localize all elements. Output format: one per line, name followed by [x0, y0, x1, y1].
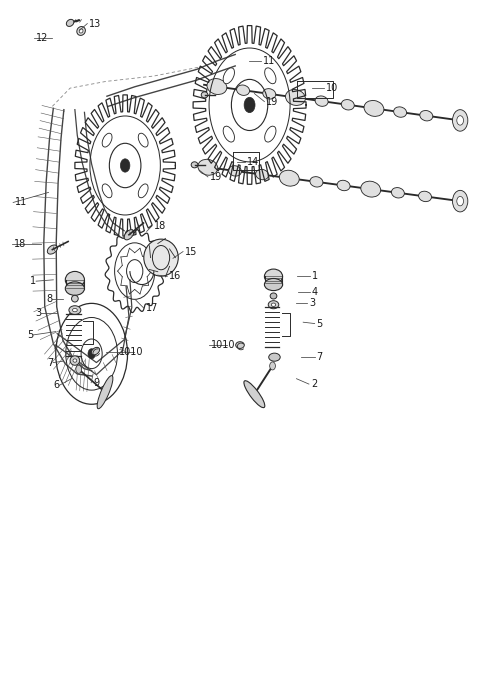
Ellipse shape [270, 293, 277, 299]
Text: 5: 5 [317, 319, 323, 328]
Text: 11: 11 [263, 56, 275, 66]
Ellipse shape [65, 272, 84, 288]
Ellipse shape [341, 100, 354, 110]
Circle shape [76, 365, 82, 373]
Ellipse shape [279, 171, 299, 186]
Circle shape [453, 190, 468, 212]
Ellipse shape [207, 79, 227, 94]
Ellipse shape [264, 126, 276, 142]
Ellipse shape [102, 133, 112, 147]
Text: 5: 5 [27, 330, 33, 340]
Ellipse shape [66, 20, 74, 26]
Ellipse shape [48, 245, 58, 254]
FancyArrowPatch shape [74, 20, 79, 22]
Text: 17: 17 [146, 303, 158, 313]
Text: 15: 15 [185, 247, 197, 257]
Ellipse shape [264, 278, 283, 290]
Ellipse shape [419, 191, 432, 202]
Circle shape [453, 110, 468, 131]
Text: 4: 4 [312, 287, 318, 297]
Ellipse shape [201, 92, 208, 98]
Text: 3: 3 [310, 299, 315, 309]
Text: 1: 1 [30, 276, 36, 286]
Text: 3: 3 [35, 308, 41, 317]
Ellipse shape [144, 239, 178, 276]
Circle shape [244, 97, 255, 113]
Text: 12: 12 [36, 32, 48, 42]
Text: 19: 19 [210, 172, 222, 182]
Text: 6: 6 [53, 380, 60, 390]
Ellipse shape [394, 107, 407, 117]
Text: 2: 2 [311, 379, 317, 389]
Ellipse shape [391, 187, 404, 198]
Text: 19: 19 [266, 96, 278, 106]
Ellipse shape [124, 230, 134, 240]
Ellipse shape [310, 177, 323, 187]
Ellipse shape [244, 381, 265, 408]
Ellipse shape [286, 90, 305, 105]
Ellipse shape [223, 126, 234, 142]
Ellipse shape [223, 68, 234, 84]
Ellipse shape [77, 26, 85, 36]
Text: 11: 11 [15, 197, 27, 208]
Text: 7: 7 [48, 358, 54, 367]
Ellipse shape [420, 111, 433, 121]
Ellipse shape [268, 301, 279, 309]
Ellipse shape [236, 342, 244, 348]
Ellipse shape [138, 184, 148, 197]
Ellipse shape [70, 356, 80, 365]
Ellipse shape [91, 347, 99, 355]
Text: 1: 1 [312, 272, 318, 282]
Ellipse shape [269, 353, 280, 361]
Text: 16: 16 [169, 272, 181, 282]
Text: 9: 9 [93, 377, 99, 388]
Ellipse shape [237, 85, 250, 96]
Text: 14: 14 [247, 157, 259, 167]
Text: 13: 13 [89, 19, 101, 28]
Ellipse shape [361, 181, 381, 197]
Ellipse shape [256, 169, 269, 180]
Ellipse shape [198, 159, 218, 175]
Ellipse shape [65, 282, 84, 295]
Ellipse shape [364, 100, 384, 117]
Ellipse shape [228, 166, 241, 176]
Ellipse shape [315, 96, 328, 106]
Ellipse shape [73, 359, 77, 362]
Text: 18: 18 [13, 239, 26, 249]
Text: 10: 10 [326, 83, 338, 93]
Ellipse shape [79, 29, 83, 33]
Ellipse shape [264, 68, 276, 84]
Circle shape [457, 196, 464, 206]
Circle shape [457, 116, 464, 125]
Text: 1010: 1010 [211, 340, 236, 350]
Circle shape [120, 159, 130, 172]
Text: 18: 18 [154, 221, 166, 231]
Ellipse shape [271, 303, 276, 307]
Ellipse shape [263, 89, 276, 99]
Text: 8: 8 [46, 295, 52, 305]
Text: 1010: 1010 [120, 348, 144, 357]
Ellipse shape [72, 309, 77, 312]
Ellipse shape [337, 180, 350, 191]
Ellipse shape [102, 184, 112, 197]
Ellipse shape [97, 375, 113, 408]
Ellipse shape [72, 295, 78, 302]
Ellipse shape [69, 306, 81, 315]
Ellipse shape [264, 269, 283, 284]
Text: 7: 7 [317, 353, 323, 362]
Circle shape [88, 348, 96, 359]
Ellipse shape [138, 133, 148, 147]
Circle shape [270, 362, 276, 370]
Ellipse shape [191, 162, 198, 168]
